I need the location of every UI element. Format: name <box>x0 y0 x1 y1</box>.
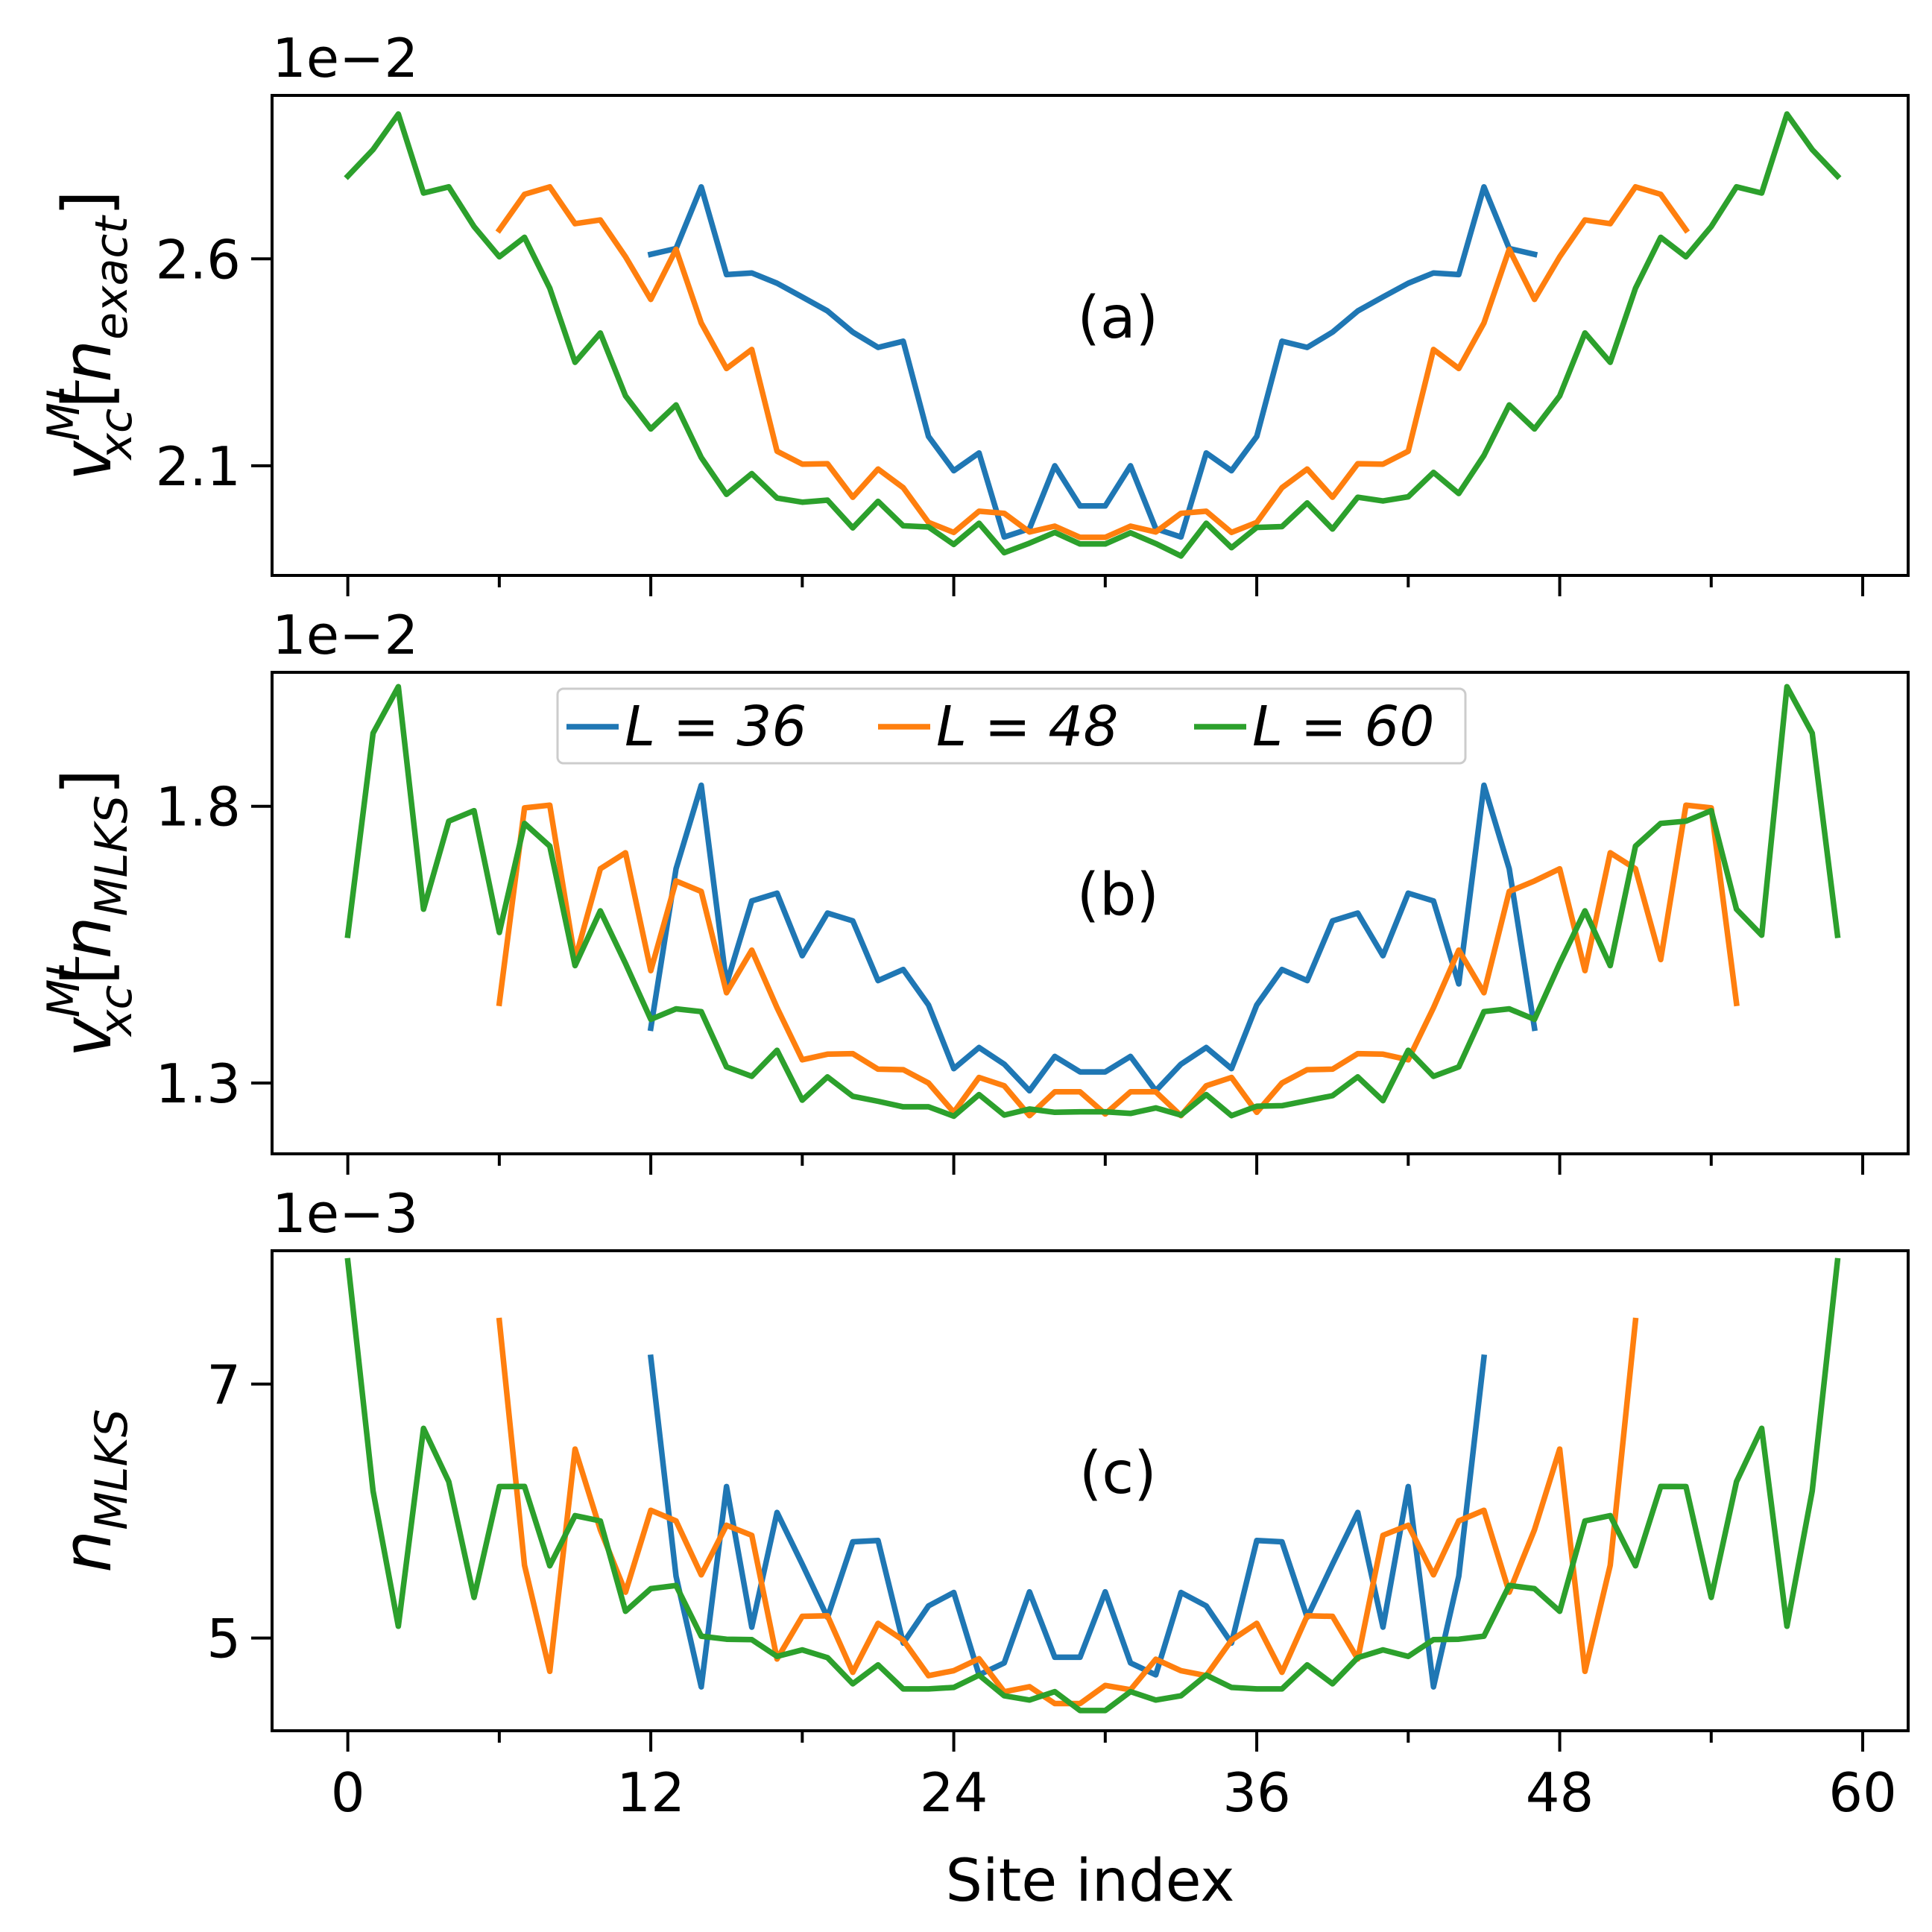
y-axis-label: vMLxc[nexact] <box>38 190 142 481</box>
y-axis-label-inner: n <box>48 340 127 382</box>
y-axis-label: nMLKS <box>48 1409 138 1573</box>
panel-label: (a) <box>1077 285 1158 352</box>
panel-a: 2.1 2.6 1e−2 (a) vMLxc[nexact] <box>38 27 1910 596</box>
x-tick-label: 48 <box>1526 1761 1594 1824</box>
y-tick-label: 1.8 <box>155 776 241 839</box>
series-line-l-48 <box>496 802 1740 1119</box>
y-axis-label-inner-sub: MLKS <box>86 795 138 917</box>
y-axis-label-sup: ML <box>38 954 90 1017</box>
y-axis-label-main: v <box>48 1016 127 1057</box>
series-line-l-48 <box>495 183 1690 540</box>
y-axis-label-inner: n <box>48 916 127 959</box>
x-tick-label: 0 <box>331 1761 365 1824</box>
x-tick-label: 36 <box>1222 1761 1291 1824</box>
y-axis-label-main: v <box>48 440 127 481</box>
x-tick-label: 12 <box>616 1761 685 1824</box>
offset-text: 1e−2 <box>272 27 418 89</box>
x-axis-label: Site index <box>946 1848 1235 1915</box>
y-axis-label-sub: xc <box>90 408 142 461</box>
series-line-l-36 <box>647 1354 1488 1690</box>
panel-label: (c) <box>1079 1440 1157 1507</box>
legend-label-l-48: L = 48 <box>936 695 1118 759</box>
legend-frame <box>556 687 1467 765</box>
x-tick-label: 24 <box>920 1761 988 1824</box>
axes-frame <box>271 94 1910 577</box>
series-line-l-60 <box>344 111 1842 559</box>
y-axis-label-bracket-close: ] <box>48 769 127 795</box>
series-line-l-36 <box>647 183 1538 540</box>
y-axis-label-main: n <box>48 1530 127 1573</box>
y-axis-label-bracket-open: [ <box>48 382 127 408</box>
y-tick-label: 2.1 <box>155 435 241 498</box>
y-tick-label: 7 <box>206 1354 241 1416</box>
panel-c: 5 7 1e−3 (c) nMLKS 0 12 24 36 48 60 Site index <box>48 1182 1910 1915</box>
panel-label: (b) <box>1077 862 1159 929</box>
offset-text: 1e−2 <box>272 604 418 666</box>
series-line-l-36 <box>647 782 1538 1094</box>
axes-frame <box>271 1249 1910 1732</box>
y-axis-label-bracket-close: ] <box>48 190 127 216</box>
series-line-l-60 <box>344 1257 1841 1714</box>
y-axis-label-sub: MLKS <box>86 1409 138 1530</box>
legend-label-l-36: L = 36 <box>625 695 806 759</box>
y-axis-label: vMLxc[nMLKS] <box>38 769 142 1058</box>
y-tick-label: 2.6 <box>155 228 241 291</box>
y-axis-label-bracket-open: [ <box>48 959 127 985</box>
axes-frame <box>271 671 1910 1155</box>
y-tick-label: 5 <box>206 1608 241 1670</box>
y-axis-label-sup: ML <box>38 378 90 441</box>
legend-label-l-60: L = 60 <box>1252 695 1434 759</box>
legend: L = 36 L = 48 L = 60 <box>556 687 1467 765</box>
y-tick-label: 1.3 <box>155 1052 241 1115</box>
offset-text: 1e−3 <box>272 1182 418 1245</box>
x-tick-label: 60 <box>1828 1761 1897 1824</box>
panel-b: 1.3 1.8 1e−2 (b) vMLxc[nMLKS] <box>38 604 1910 1175</box>
series-line-l-60 <box>344 684 1841 1120</box>
y-axis-label-inner-sub: exact <box>86 215 138 340</box>
y-axis-label-sub: xc <box>90 985 142 1038</box>
